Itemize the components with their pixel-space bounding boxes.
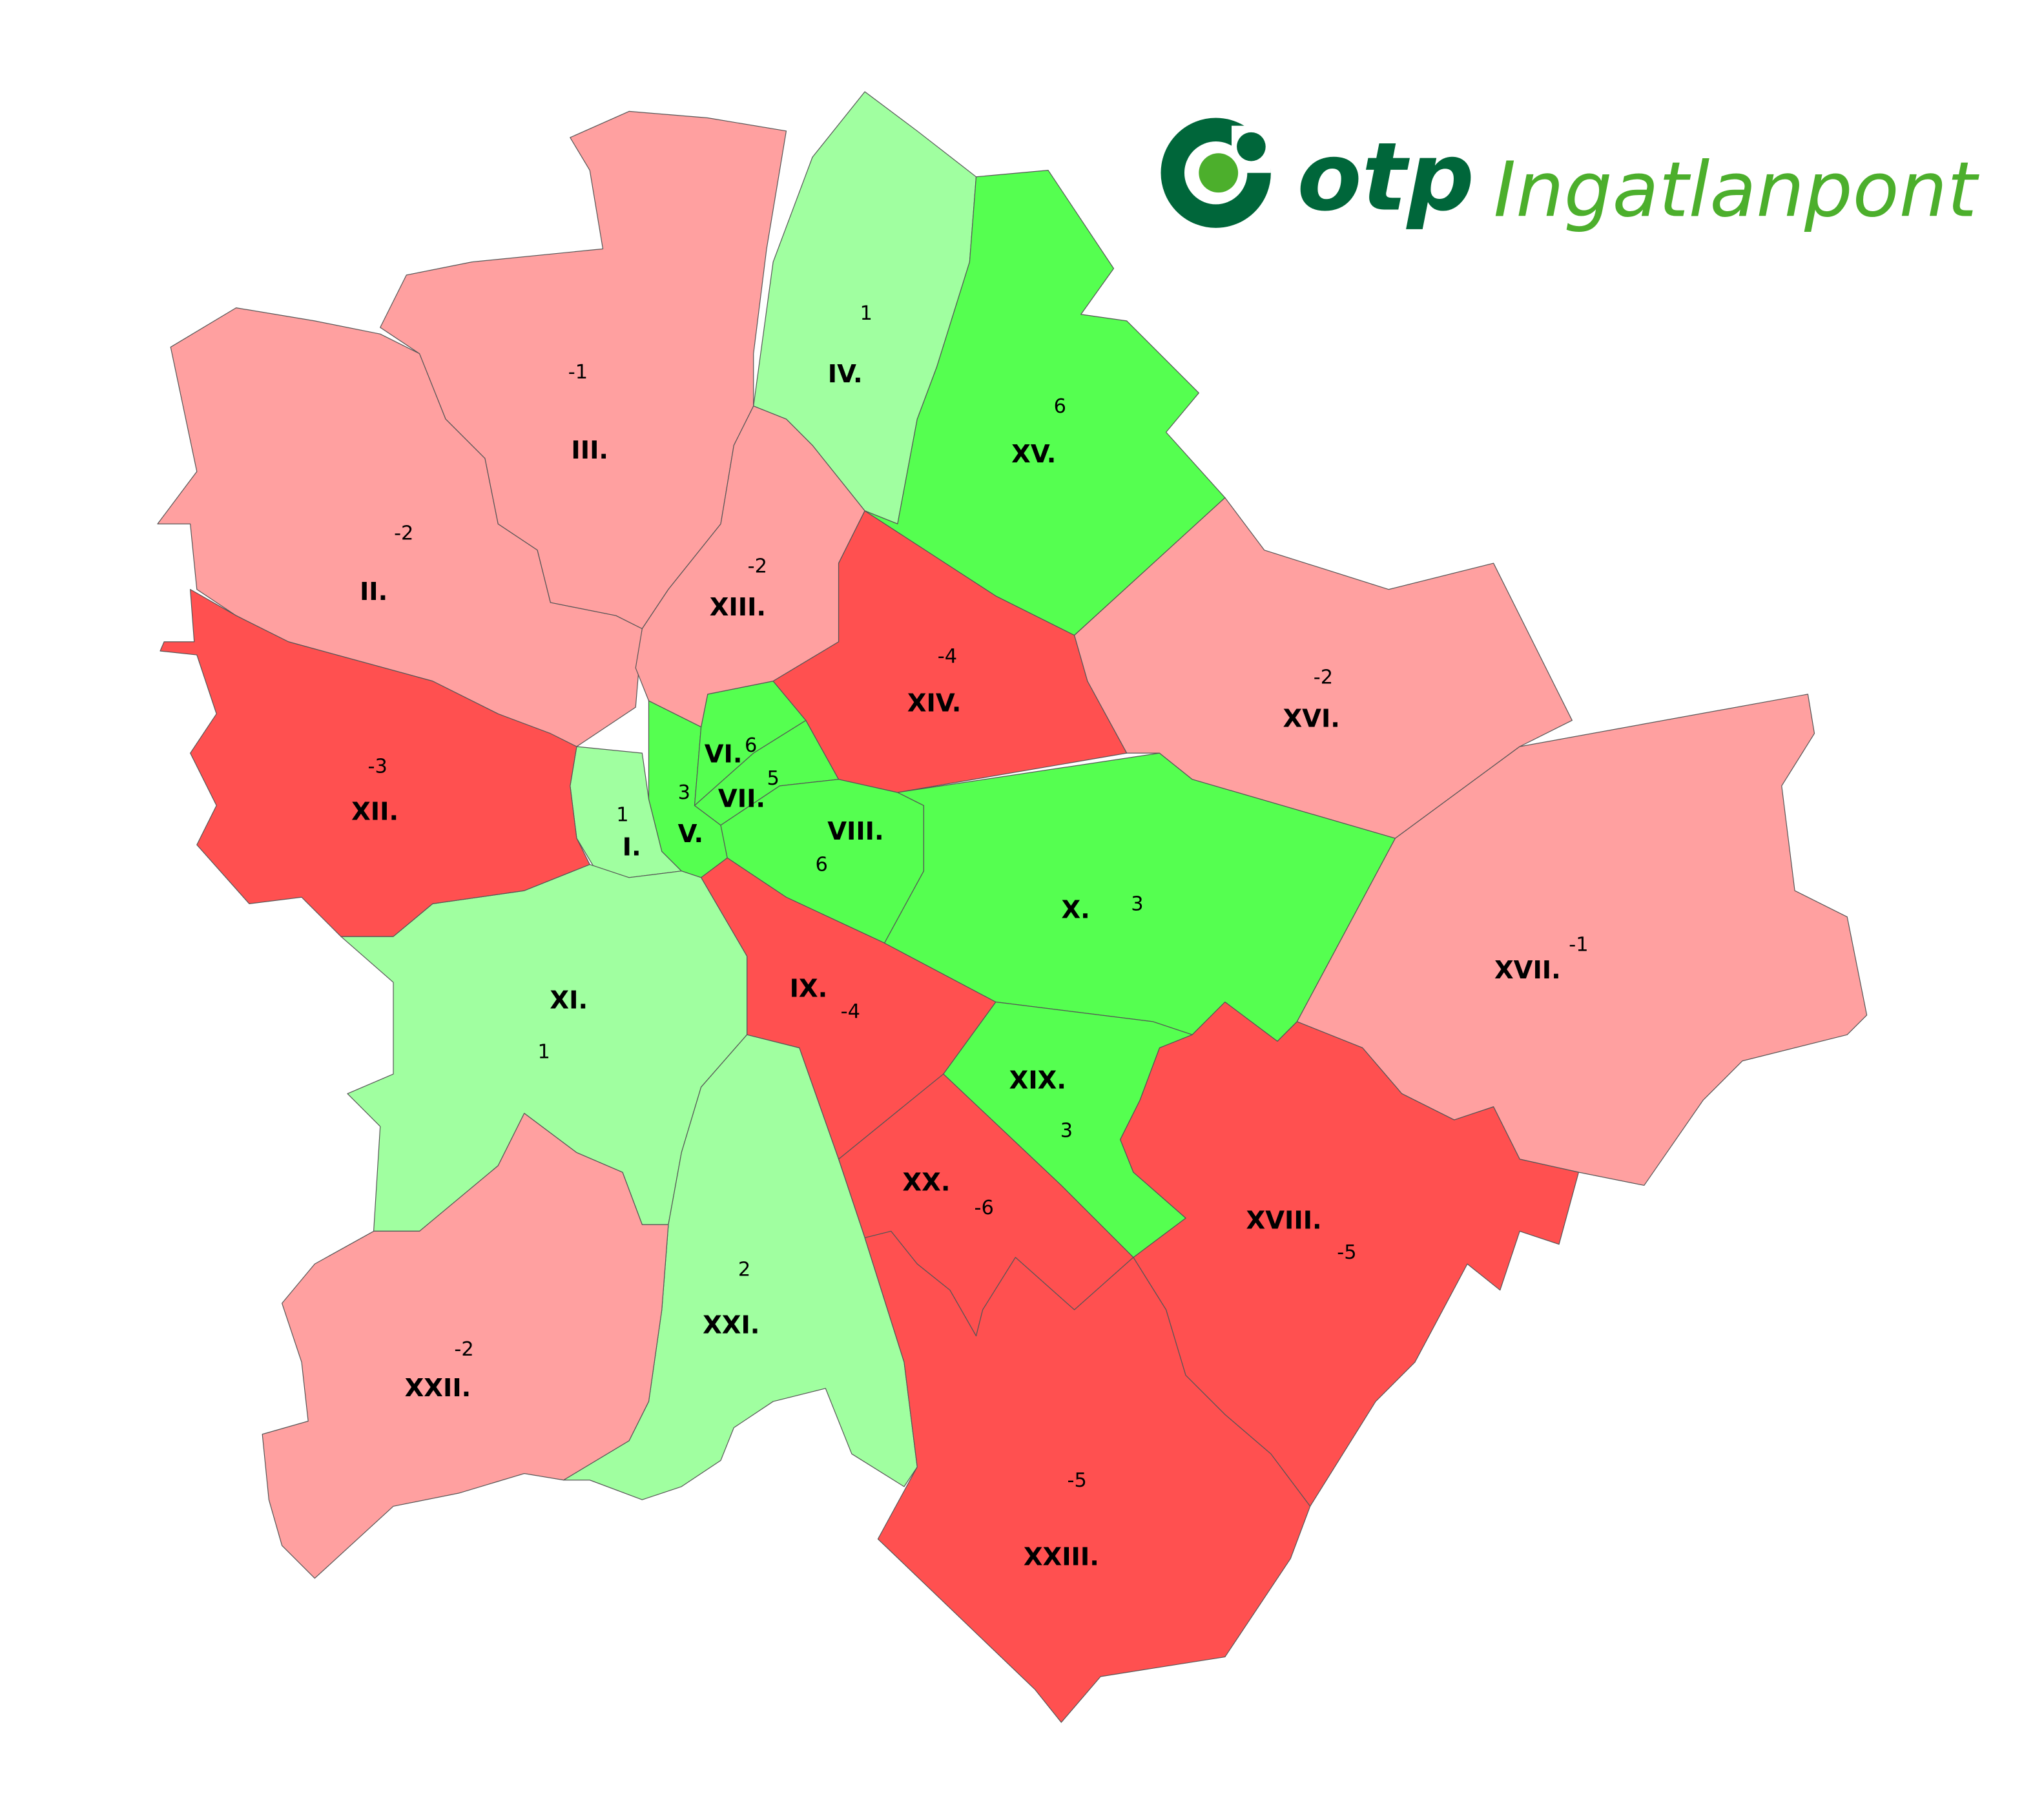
district-xiii <box>635 406 865 728</box>
district-name-xxii: XXII. <box>405 1374 471 1403</box>
district-name-xi: XI. <box>550 986 588 1015</box>
district-name-vi: VI. <box>705 739 743 769</box>
otp-ingatlanpont-logo: otp Ingatlanpont <box>1161 118 1979 234</box>
district-value-xxii: -2 <box>454 1338 473 1361</box>
district-name-ix: IX. <box>790 974 828 1003</box>
district-value-xv: 6 <box>1054 395 1066 418</box>
district-name-i: I. <box>623 832 641 862</box>
logo-product-text: Ingatlanpont <box>1494 146 1979 234</box>
otp-logo-icon <box>1161 118 1271 228</box>
logo-brand-text: otp <box>1297 122 1474 232</box>
district-name-xxi: XXI. <box>703 1311 759 1340</box>
district-name-vii: VII. <box>718 784 765 813</box>
district-value-vii: 5 <box>767 767 779 790</box>
district-name-v: V. <box>678 820 703 849</box>
district-value-x: 3 <box>1131 893 1143 916</box>
district-name-iv: IV. <box>828 360 863 389</box>
district-value-xxi: 2 <box>738 1258 750 1281</box>
district-value-i: 1 <box>616 804 628 827</box>
district-name-xix: XIX. <box>1009 1066 1066 1095</box>
district-value-vi: 6 <box>745 734 757 757</box>
district-value-ix: -4 <box>841 1000 860 1023</box>
district-xxiii <box>864 1230 1311 1723</box>
district-value-xix: 3 <box>1060 1119 1073 1142</box>
district-name-ii: II. <box>360 577 387 606</box>
district-name-xx: XX. <box>902 1168 950 1197</box>
district-iii <box>380 110 787 630</box>
district-value-xiv: -4 <box>938 645 957 668</box>
district-xxii <box>262 1113 669 1579</box>
district-value-xi: 1 <box>538 1041 550 1064</box>
district-name-iii: III. <box>571 436 608 465</box>
district-value-viii: 6 <box>816 854 828 876</box>
district-value-xx: -6 <box>975 1197 994 1219</box>
district-name-viii: VIII. <box>827 817 883 846</box>
district-value-ii: -2 <box>394 522 413 545</box>
district-name-xxiii: XXIII. <box>1024 1543 1099 1572</box>
district-name-xviii: XVIII. <box>1246 1206 1322 1235</box>
district-name-xvi: XVI. <box>1283 705 1339 734</box>
district-value-xvii: -1 <box>1569 933 1588 956</box>
district-name-xvii: XVII. <box>1494 956 1561 985</box>
district-name-xiv: XIV. <box>907 688 961 718</box>
district-name-xv: XV. <box>1011 440 1056 469</box>
district-value-iv: 1 <box>860 302 872 325</box>
district-name-xii: XII. <box>351 798 398 827</box>
district-name-xiii: XIII. <box>710 593 766 622</box>
district-value-xiii: -2 <box>748 555 767 577</box>
district-value-v: 3 <box>678 781 690 804</box>
district-value-xxiii: -5 <box>1068 1469 1087 1492</box>
district-value-iii: -1 <box>568 361 588 384</box>
district-regions <box>157 91 1868 1723</box>
district-value-xviii: -5 <box>1337 1241 1356 1264</box>
district-value-xvi: -2 <box>1314 666 1333 689</box>
district-xii <box>160 589 590 937</box>
district-value-xii: -3 <box>368 756 387 778</box>
district-name-x: X. <box>1061 896 1089 925</box>
